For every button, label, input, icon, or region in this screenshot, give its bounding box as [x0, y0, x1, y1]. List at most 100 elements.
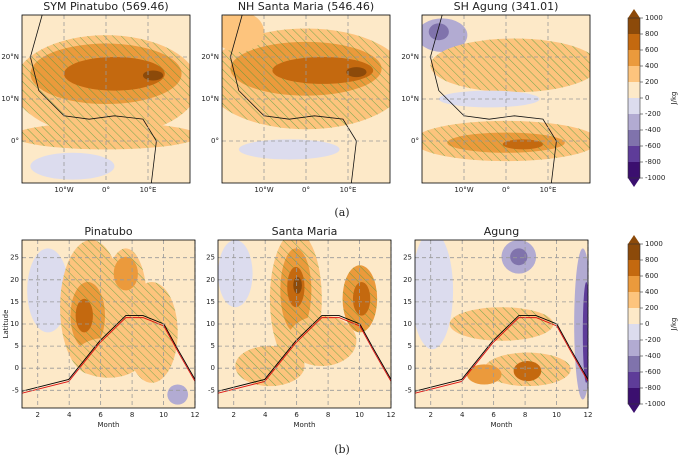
x-tick-label: 8 [130, 411, 134, 419]
x-tick-label: 2 [428, 411, 432, 419]
contour [222, 15, 264, 52]
panel-title: SYM Pinatubo (569.46) [43, 0, 168, 13]
colorbar-bin [628, 114, 640, 130]
colorbar-tick-label: 600 [645, 272, 658, 280]
colorbar-extend [628, 178, 640, 187]
colorbar-tick-label: -400 [645, 352, 661, 360]
x-tick-label: 0° [502, 186, 510, 194]
y-tick-label: 0 [211, 364, 215, 372]
panel-title: Agung [484, 225, 519, 238]
x-tick-label: 10 [355, 411, 364, 419]
y-tick-label: -5 [405, 386, 412, 394]
colorbar-extend [628, 235, 640, 244]
y-tick-label: 20 [10, 276, 19, 284]
y-tick-label: 20 [403, 276, 412, 284]
x-tick-label: 6 [294, 411, 299, 419]
colorbar-tick-label: 400 [645, 62, 658, 70]
colorbar-bin [628, 340, 640, 356]
colorbar-tick-label: -400 [645, 126, 661, 134]
panel-title: Santa Maria [272, 225, 338, 238]
significance-hatch [430, 38, 590, 93]
x-tick-label: 6 [491, 411, 496, 419]
colorbar-tick-label: 200 [645, 78, 658, 86]
contour [513, 360, 542, 382]
contour [167, 384, 189, 405]
y-tick-label: 15 [10, 298, 19, 306]
significance-hatch [235, 345, 305, 387]
panel-frame [421, 14, 591, 184]
x-tick-label: 8 [326, 411, 330, 419]
colorbar-bin [628, 130, 640, 146]
y-tick-label: 0 [408, 364, 412, 372]
y-tick-label: 10°N [201, 95, 219, 103]
y-tick-label: 20°N [401, 53, 419, 61]
caption: (a) [334, 206, 349, 219]
y-tick-label: 20 [206, 276, 215, 284]
y-tick-label: 0° [11, 137, 19, 145]
colorbar-tick-label: 200 [645, 304, 658, 312]
sun-line [22, 317, 195, 394]
colorbar-tick-label: -600 [645, 142, 661, 150]
contour [113, 256, 138, 291]
y-tick-label: 0° [211, 137, 219, 145]
x-tick-label: 10°E [540, 186, 557, 194]
panel-title: SH Agung (341.01) [454, 0, 559, 13]
panel-frame [21, 14, 191, 184]
y-tick-label: 10°N [1, 95, 19, 103]
colorbar-bin [628, 356, 640, 372]
field [218, 240, 391, 408]
colorbar-extend [628, 9, 640, 18]
contour [30, 152, 115, 180]
x-tick-label: 4 [67, 411, 72, 419]
x-tick-label: 10°E [340, 186, 357, 194]
contour [293, 276, 302, 294]
y-tick-label: 20°N [1, 53, 19, 61]
y-tick-label: 25 [206, 254, 215, 262]
coastline [429, 15, 557, 183]
x-tick-label: 6 [98, 411, 103, 419]
sun-line [415, 315, 588, 392]
colorbar-tick-label: 800 [645, 256, 658, 264]
panel-title: Pinatubo [84, 225, 132, 238]
y-tick-label: 10 [10, 320, 19, 328]
contour [502, 139, 543, 150]
y-tick-label: 0° [411, 137, 419, 145]
x-tick-label: 12 [584, 411, 593, 419]
sun-line [218, 317, 391, 394]
colorbar-bin [628, 388, 640, 404]
y-tick-label: 15 [403, 298, 412, 306]
x-axis-label: Month [294, 421, 316, 429]
colorbar-tick-label: -800 [645, 158, 661, 166]
x-tick-label: 4 [460, 411, 465, 419]
x-tick-label: 4 [263, 411, 268, 419]
colorbar-tick-label: 0 [645, 320, 649, 328]
x-tick-label: 10°W [254, 186, 273, 194]
contour [466, 364, 502, 385]
colorbar-bin [628, 34, 640, 50]
contour [415, 240, 454, 350]
contour [272, 57, 374, 84]
y-tick-label: 25 [10, 254, 19, 262]
y-tick-label: -5 [208, 386, 215, 394]
y-tick-label: 20°N [201, 53, 219, 61]
x-axis-label: Month [491, 421, 513, 429]
y-tick-label: 5 [15, 342, 19, 350]
significance-hatch [73, 337, 144, 378]
colorbar-tick-label: 800 [645, 30, 658, 38]
colorbar-bin [628, 82, 640, 98]
sun-line [415, 317, 588, 394]
y-tick-label: 10°N [401, 95, 419, 103]
colorbar-bin [628, 260, 640, 276]
colorbar-bin [628, 324, 640, 340]
colorbar-bin [628, 372, 640, 388]
x-tick-label: 10 [159, 411, 168, 419]
colorbar-bin [628, 244, 640, 260]
coastline [229, 15, 357, 183]
panel-frame [221, 14, 391, 184]
contour [238, 139, 340, 160]
contour [346, 67, 367, 78]
colorbar-bin [628, 276, 640, 292]
x-tick-label: 10 [552, 411, 561, 419]
contour [428, 23, 449, 41]
x-axis-label: Month [98, 421, 120, 429]
